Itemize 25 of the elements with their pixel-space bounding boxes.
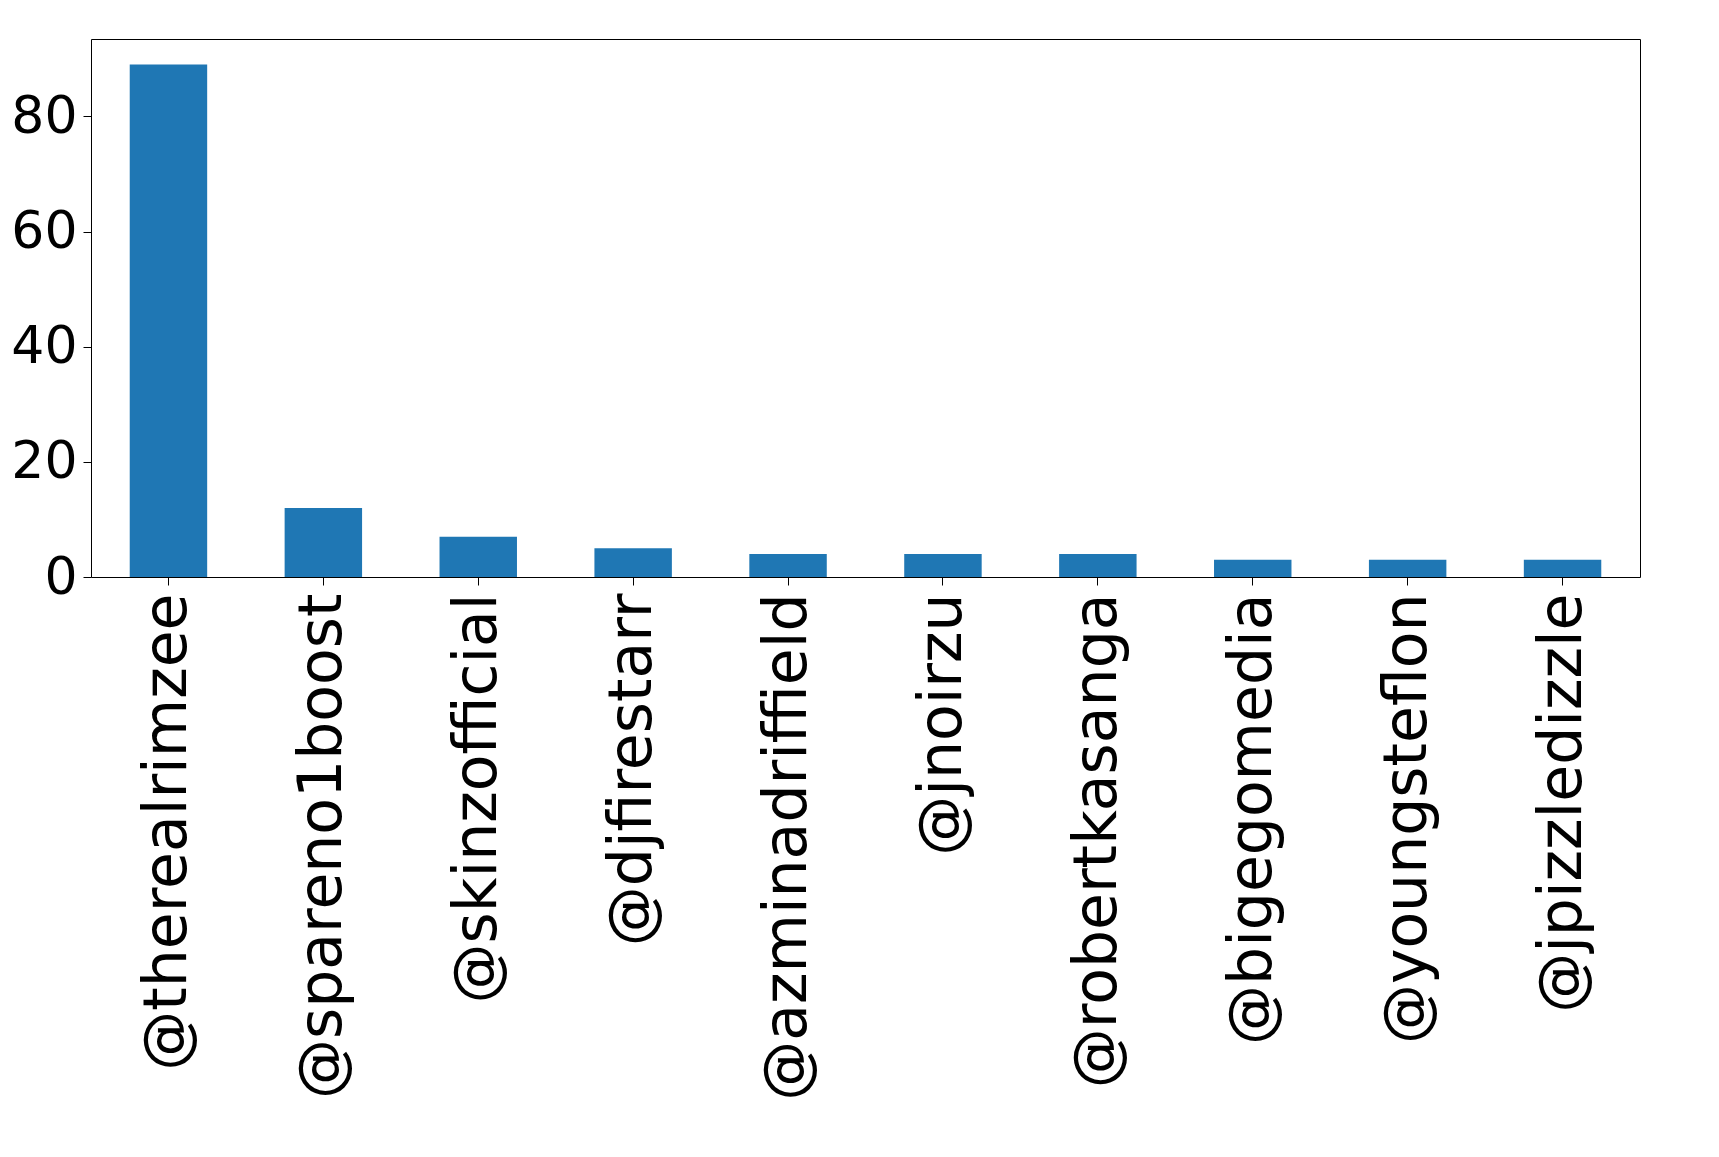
x-tick-label: @therealrimzee (130, 593, 201, 1071)
bar (1523, 559, 1602, 577)
x-tick-label: @azminadriffield (750, 593, 821, 1101)
bar (439, 536, 517, 577)
bar (1214, 559, 1292, 577)
bar (1368, 559, 1447, 577)
x-tick-label: @youngsteflon (1369, 593, 1440, 1045)
bar (749, 553, 827, 577)
bar (284, 507, 363, 577)
y-tick-label: 80 (11, 84, 78, 145)
x-tick-label: @spareno1boost (285, 593, 356, 1100)
y-tick-label: 0 (44, 545, 78, 606)
y-tick-label: 20 (11, 430, 78, 491)
y-tick-label: 60 (11, 200, 78, 261)
bar (904, 553, 982, 577)
x-tick-label: @djfirestarr (595, 593, 666, 947)
bar (594, 548, 672, 577)
x-tick-label: @skinzofficial (440, 593, 511, 1004)
bar (129, 64, 208, 577)
x-tick-label: @bigegomedia (1214, 593, 1285, 1045)
y-tick-label: 40 (11, 315, 78, 376)
x-tick-label: @robertkasanga (1059, 593, 1130, 1089)
x-tick-label: @jpizzledizzle (1524, 593, 1595, 1013)
x-tick-label: @jnoirzu (904, 593, 975, 856)
bar (1059, 553, 1137, 577)
